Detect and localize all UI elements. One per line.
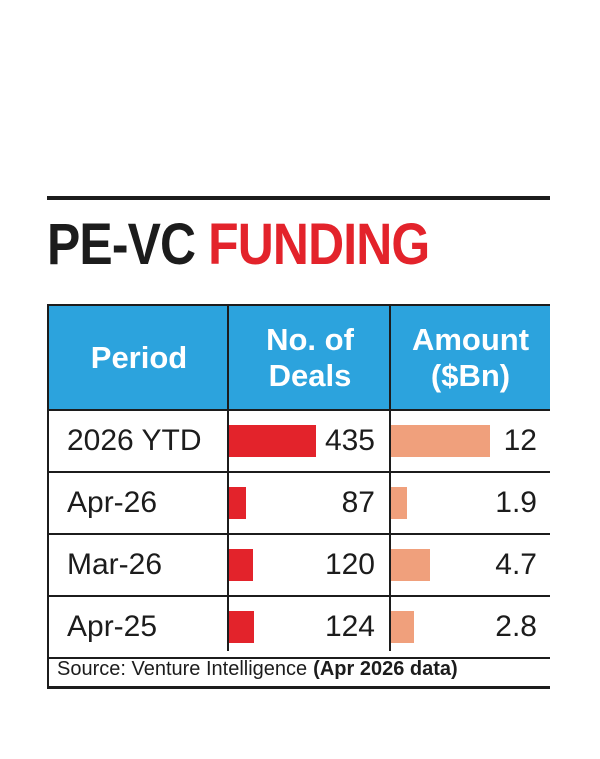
title-part-2: FUNDING (208, 212, 430, 277)
deals-value: 124 (324, 610, 375, 643)
column-divider (389, 306, 391, 651)
header-row (49, 306, 550, 409)
amount-value: 12 (503, 424, 537, 457)
row-divider (49, 657, 550, 659)
chart-title: PE-VC FUNDING (47, 212, 430, 278)
period-label: Apr-25 (67, 610, 158, 643)
row-divider (49, 409, 550, 411)
data-table: Period No. of Deals Amount ($Bn) Source:… (47, 304, 550, 689)
top-rule (47, 196, 550, 200)
source-date: (Apr 2026 data) (313, 657, 458, 680)
deals-bar (229, 487, 246, 519)
period-label: Mar-26 (67, 548, 163, 581)
row-divider (49, 533, 550, 535)
header-deals: No. of Deals (266, 321, 354, 393)
amount-value: 4.7 (495, 548, 537, 581)
row-divider (49, 471, 550, 473)
header-period: Period (90, 339, 188, 375)
deals-value: 120 (324, 548, 375, 581)
period-label: Apr-26 (67, 486, 158, 519)
deals-value: 87 (341, 486, 375, 519)
column-divider (227, 306, 229, 651)
header-amount: Amount ($Bn) (411, 321, 530, 393)
deals-bar (229, 549, 253, 581)
table-row: Mar-26 120 4.7 (49, 535, 550, 595)
table-row: 2026 YTD 435 12 (49, 411, 550, 471)
title-part-1: PE-VC (47, 212, 196, 277)
amount-bar (391, 611, 414, 643)
amount-bar (391, 549, 430, 581)
deals-bar (229, 611, 254, 643)
amount-bar (391, 487, 407, 519)
source-text: Source: Venture Intelligence (57, 657, 308, 680)
period-label: 2026 YTD (67, 424, 202, 457)
deals-value: 435 (324, 424, 375, 457)
table-row: Apr-26 87 1.9 (49, 473, 550, 533)
amount-value: 1.9 (495, 486, 537, 519)
amount-value: 2.8 (495, 610, 537, 643)
source-note: Source: Venture Intelligence (Apr 2026 da… (57, 652, 458, 686)
deals-bar (229, 425, 316, 457)
table-row: Apr-25 124 2.8 (49, 597, 550, 657)
row-divider (49, 595, 550, 597)
amount-bar (391, 425, 490, 457)
